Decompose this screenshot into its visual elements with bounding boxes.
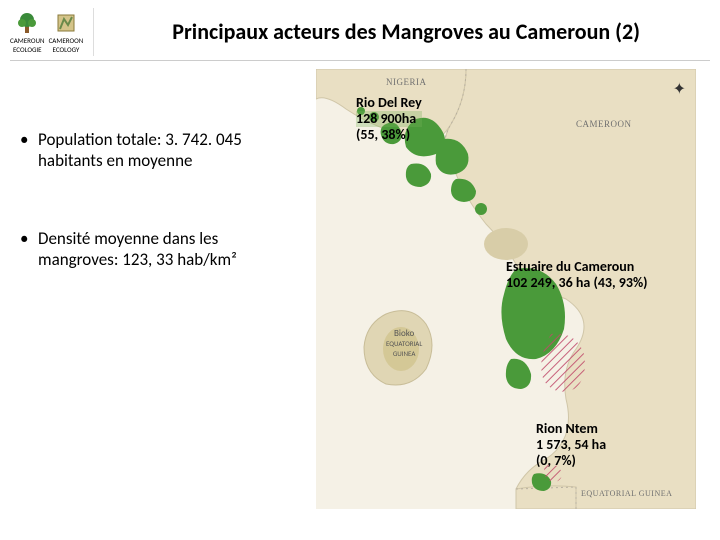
bullet-dot: • xyxy=(20,129,38,172)
bioko-eq: EQUATORIAL xyxy=(386,339,422,348)
slide-content: • Population totale: 3. 742. 045 habitan… xyxy=(0,69,720,509)
estuaire-area-pct: 102 249, 36 ha (43, 93%) xyxy=(506,275,648,291)
rio-del-rey-pct: (55, 38%) xyxy=(356,127,422,143)
label-nigeria: NIGERIA xyxy=(386,77,427,87)
logo-left: CAMEROUN ECOLOGIE xyxy=(10,11,45,53)
bullet-population: • Population totale: 3. 742. 045 habitan… xyxy=(20,129,302,172)
slide-title: Principaux acteurs des Mangroves au Came… xyxy=(102,19,710,45)
title-underline xyxy=(10,60,710,61)
label-bioko: Bioko EQUATORIAL GUINEA xyxy=(386,329,422,359)
logo-left-top: CAMEROUN xyxy=(10,37,45,44)
bullet-dot: • xyxy=(20,228,38,271)
rion-ntem-pct: (0, 7%) xyxy=(536,453,606,469)
bullet-population-text: Population totale: 3. 742. 045 habitants… xyxy=(38,129,302,172)
bioko-guinea: GUINEA xyxy=(393,349,416,358)
map-icon xyxy=(54,11,78,35)
rio-del-rey-name: Rio Del Rey xyxy=(356,94,422,111)
tree-icon xyxy=(15,11,39,35)
label-eq-guinea: EQUATORIAL GUINEA xyxy=(581,489,672,498)
rion-ntem-area: 1 573, 54 ha xyxy=(536,437,606,453)
map-panel: ✦ NIGERIA CAMEROON EQUATORIAL GUINEA Bio… xyxy=(316,69,696,509)
logo-block: CAMEROUN ECOLOGIE CAMEROON ECOLOGY xyxy=(10,8,94,56)
estuaire-name: Estuaire du Cameroun xyxy=(506,258,634,275)
site-rion-ntem: Rion Ntem 1 573, 54 ha (0, 7%) xyxy=(536,421,606,469)
site-estuaire: Estuaire du Cameroun 102 249, 36 ha (43,… xyxy=(506,259,648,291)
bullet-density: • Densité moyenne dans les mangroves: 12… xyxy=(20,228,302,271)
bullet-density-text: Densité moyenne dans les mangroves: 123,… xyxy=(38,228,302,271)
bioko-name: Bioko xyxy=(394,328,414,339)
compass-icon: ✦ xyxy=(673,79,686,99)
rion-ntem-name: Rion Ntem xyxy=(536,420,598,437)
label-cameroon: CAMEROON xyxy=(576,119,632,129)
logo-right: CAMEROON ECOLOGY xyxy=(49,11,84,53)
rio-del-rey-area: 128 900ha xyxy=(356,111,422,127)
text-column: • Population totale: 3. 742. 045 habitan… xyxy=(0,69,310,509)
site-rio-del-rey: Rio Del Rey 128 900ha (55, 38%) xyxy=(356,95,422,143)
slide-header: CAMEROUN ECOLOGIE CAMEROON ECOLOGY Princ… xyxy=(0,0,720,58)
logo-left-bot: ECOLOGIE xyxy=(13,46,42,53)
logo-right-bot: ECOLOGY xyxy=(53,46,80,53)
logo-right-top: CAMEROON xyxy=(49,37,84,44)
